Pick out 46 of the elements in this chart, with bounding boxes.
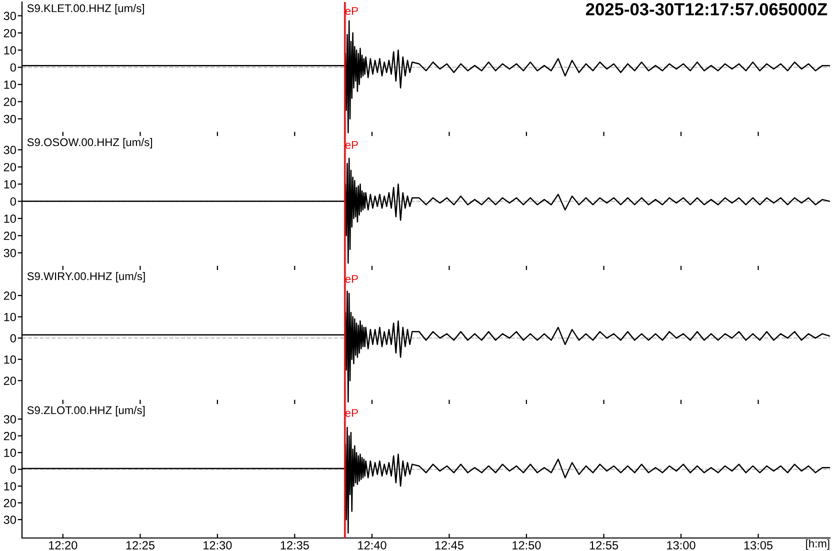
y-tick-label: 10	[4, 180, 16, 188]
x-tick-label: 13:05	[744, 541, 773, 550]
y-tick-label: 20	[4, 376, 16, 385]
y-tick-label: 20	[4, 232, 16, 240]
y-tick-label: 20	[4, 98, 16, 106]
y-tick-label: 30	[4, 415, 16, 424]
y-tick-label: 10	[4, 482, 16, 490]
x-tick-label: 13:00	[667, 541, 696, 550]
x-tick-label: 12:55	[590, 541, 618, 550]
y-tick-label: 10	[4, 448, 16, 457]
annotation: S9.KLET.00.HHZ [um/s]	[27, 4, 144, 14]
y-tick-label: 30	[4, 12, 16, 20]
y-tick-label: 0	[10, 63, 16, 72]
chart-title: 2025-03-30T12:17:57.065000Z	[586, 3, 828, 16]
ref-line-label: eP	[345, 7, 358, 15]
y-tick-label: 20	[4, 432, 16, 440]
y-tick-label: 30	[4, 516, 16, 524]
annotation: S9.WIRY.00.HHZ [um/s]	[27, 272, 145, 282]
x-tick-label: 12:45	[435, 541, 464, 550]
y-tick-label: 20	[4, 28, 16, 38]
y-tick-label: 20	[4, 498, 16, 508]
y-tick-label: 10	[4, 80, 16, 89]
ref-line-label: eP	[345, 275, 358, 283]
x-tick-label: 12:35	[280, 541, 309, 550]
y-tick-label: 0	[10, 465, 16, 474]
ref-line-label: eP	[345, 141, 358, 149]
y-tick-label: 10	[4, 355, 16, 364]
y-tick-label: 10	[4, 46, 16, 54]
y-tick-label: 20	[4, 162, 16, 172]
y-tick-label: 10	[4, 312, 16, 322]
ref-line-label: eP	[345, 409, 358, 417]
x-tick-label: 12:25	[126, 541, 154, 550]
y-tick-label: 30	[4, 146, 16, 154]
x-tick-label: 12:20	[49, 541, 78, 550]
y-tick-label: 0	[10, 334, 16, 342]
x-axis-title: [h:m]	[806, 539, 830, 550]
annotation: S9.OSOW.00.HHZ [um/s]	[27, 138, 152, 148]
x-tick-label: 12:40	[358, 541, 386, 550]
y-tick-label: 20	[4, 292, 16, 300]
y-tick-label: 30	[4, 248, 16, 258]
y-tick-label: 0	[10, 197, 16, 206]
annotation: S9.ZLOT.00.HHZ [um/s]	[27, 406, 145, 416]
y-tick-label: 30	[4, 114, 16, 124]
y-tick-label: 10	[4, 214, 16, 223]
x-tick-label: 12:50	[512, 541, 541, 550]
x-tick-label: 12:30	[204, 541, 232, 550]
